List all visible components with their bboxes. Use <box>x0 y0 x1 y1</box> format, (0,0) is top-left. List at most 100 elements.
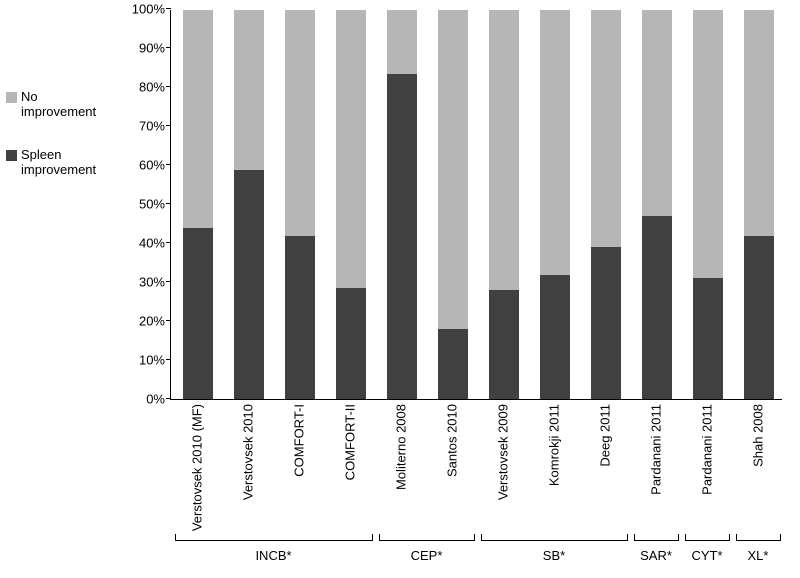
group-label: SB* <box>543 548 565 563</box>
x-axis-label: COMFORT-I <box>292 404 307 477</box>
y-axis-tick-label: 40% <box>139 236 171 251</box>
group-bracket <box>634 540 679 541</box>
x-axis-label: Pardanani 2011 <box>700 404 715 495</box>
bar-segment-no-improvement <box>744 10 774 236</box>
group-bracket-tick <box>634 534 635 541</box>
group-bracket-tick <box>175 534 176 541</box>
y-axis-tick-label: 100% <box>132 2 171 17</box>
group-bracket-tick <box>736 534 737 541</box>
x-axis-label: COMFORT-II <box>343 404 358 480</box>
y-axis-tick-label: 70% <box>139 119 171 134</box>
legend-item: Spleenimprovement <box>6 148 126 178</box>
bar-segment-no-improvement <box>438 10 468 329</box>
x-axis-label: Santos 2010 <box>445 404 460 477</box>
group-bracket-tick <box>685 534 686 541</box>
bar-segment-no-improvement <box>285 10 315 236</box>
y-axis-tick-mark <box>166 320 171 322</box>
y-axis-tick-label: 50% <box>139 197 171 212</box>
group-label: INCB* <box>255 548 291 563</box>
x-axis-label: Verstovsek 2009 <box>496 404 511 500</box>
y-axis-tick-label: 80% <box>139 80 171 95</box>
bar <box>183 10 213 399</box>
group-bracket-tick <box>372 534 373 541</box>
y-axis-tick-mark <box>166 281 171 283</box>
bar <box>540 10 570 399</box>
group-label: XL* <box>748 548 769 563</box>
group-bracket <box>175 540 373 541</box>
y-axis-tick-label: 10% <box>139 353 171 368</box>
group-bracket-tick <box>780 534 781 541</box>
stacked-bar-chart: Noimprovement Spleenimprovement 0% 10% 20% 3… <box>0 0 800 578</box>
legend: Noimprovement Spleenimprovement <box>6 90 126 206</box>
legend-swatch <box>6 92 17 103</box>
x-axis-label: Shah 2008 <box>751 404 766 467</box>
x-axis-label: Verstovsek 2010 (MF) <box>190 404 205 531</box>
bar-segment-no-improvement <box>642 10 672 216</box>
bar <box>693 10 723 399</box>
bar <box>744 10 774 399</box>
bar-segment-no-improvement <box>234 10 264 169</box>
bar-segment-spleen <box>693 278 723 399</box>
bar-segment-spleen <box>591 247 621 399</box>
y-axis-tick-mark <box>166 242 171 244</box>
group-bracket-tick <box>379 534 380 541</box>
bar-segment-spleen <box>183 228 213 399</box>
bar-segment-no-improvement <box>591 10 621 247</box>
y-axis-tick-mark <box>166 8 171 10</box>
y-axis-tick-label: 60% <box>139 158 171 173</box>
bar <box>285 10 315 399</box>
bar <box>642 10 672 399</box>
bar <box>591 10 621 399</box>
x-axis-label: Verstovsek 2010 <box>241 404 256 500</box>
bar-segment-spleen <box>744 236 774 399</box>
group-bracket-tick <box>627 534 628 541</box>
bar-segment-spleen <box>285 236 315 399</box>
group-label: SAR* <box>640 548 672 563</box>
legend-label: Spleenimprovement <box>21 148 96 178</box>
y-axis-tick-mark <box>166 86 171 88</box>
y-axis-tick-mark <box>166 47 171 49</box>
group-bracket-tick <box>729 534 730 541</box>
group-label: CEP* <box>411 548 443 563</box>
bar-segment-spleen <box>438 329 468 399</box>
x-axis-label: Komrokji 2011 <box>547 404 562 486</box>
y-axis-tick-mark <box>166 398 171 400</box>
bar <box>234 10 264 399</box>
x-axis-label: Moliterno 2008 <box>394 404 409 490</box>
bar-segment-spleen <box>540 275 570 399</box>
legend-item: Noimprovement <box>6 90 126 120</box>
bar-segment-no-improvement <box>693 10 723 278</box>
group-bracket <box>481 540 628 541</box>
x-axis-label: Deeg 2011 <box>598 404 613 467</box>
legend-label: Noimprovement <box>21 90 96 120</box>
bar <box>438 10 468 399</box>
y-axis-tick-label: 20% <box>139 314 171 329</box>
y-axis-tick-label: 0% <box>146 392 171 407</box>
bar <box>336 10 366 399</box>
bar-segment-no-improvement <box>336 10 366 288</box>
group-bracket <box>685 540 730 541</box>
bar-segment-no-improvement <box>540 10 570 275</box>
bar <box>489 10 519 399</box>
y-axis-tick-mark <box>166 359 171 361</box>
x-axis-label: Pardanani 2011 <box>649 404 664 495</box>
bar-segment-no-improvement <box>183 10 213 228</box>
y-axis-tick-mark <box>166 164 171 166</box>
y-axis-tick-mark <box>166 203 171 205</box>
y-axis-tick-mark <box>166 125 171 127</box>
bar-segment-spleen <box>387 74 417 399</box>
bar-segment-spleen <box>642 216 672 399</box>
bar <box>387 10 417 399</box>
bar-segment-spleen <box>336 288 366 399</box>
group-label: CYT* <box>691 548 722 563</box>
group-bracket-tick <box>474 534 475 541</box>
bar-segment-no-improvement <box>489 10 519 290</box>
bar-segment-no-improvement <box>387 10 417 74</box>
legend-swatch <box>6 150 17 161</box>
bar-segment-spleen <box>489 290 519 399</box>
y-axis-tick-label: 30% <box>139 275 171 290</box>
group-bracket-tick <box>481 534 482 541</box>
group-bracket <box>379 540 475 541</box>
group-bracket <box>736 540 781 541</box>
bar-segment-spleen <box>234 170 264 400</box>
